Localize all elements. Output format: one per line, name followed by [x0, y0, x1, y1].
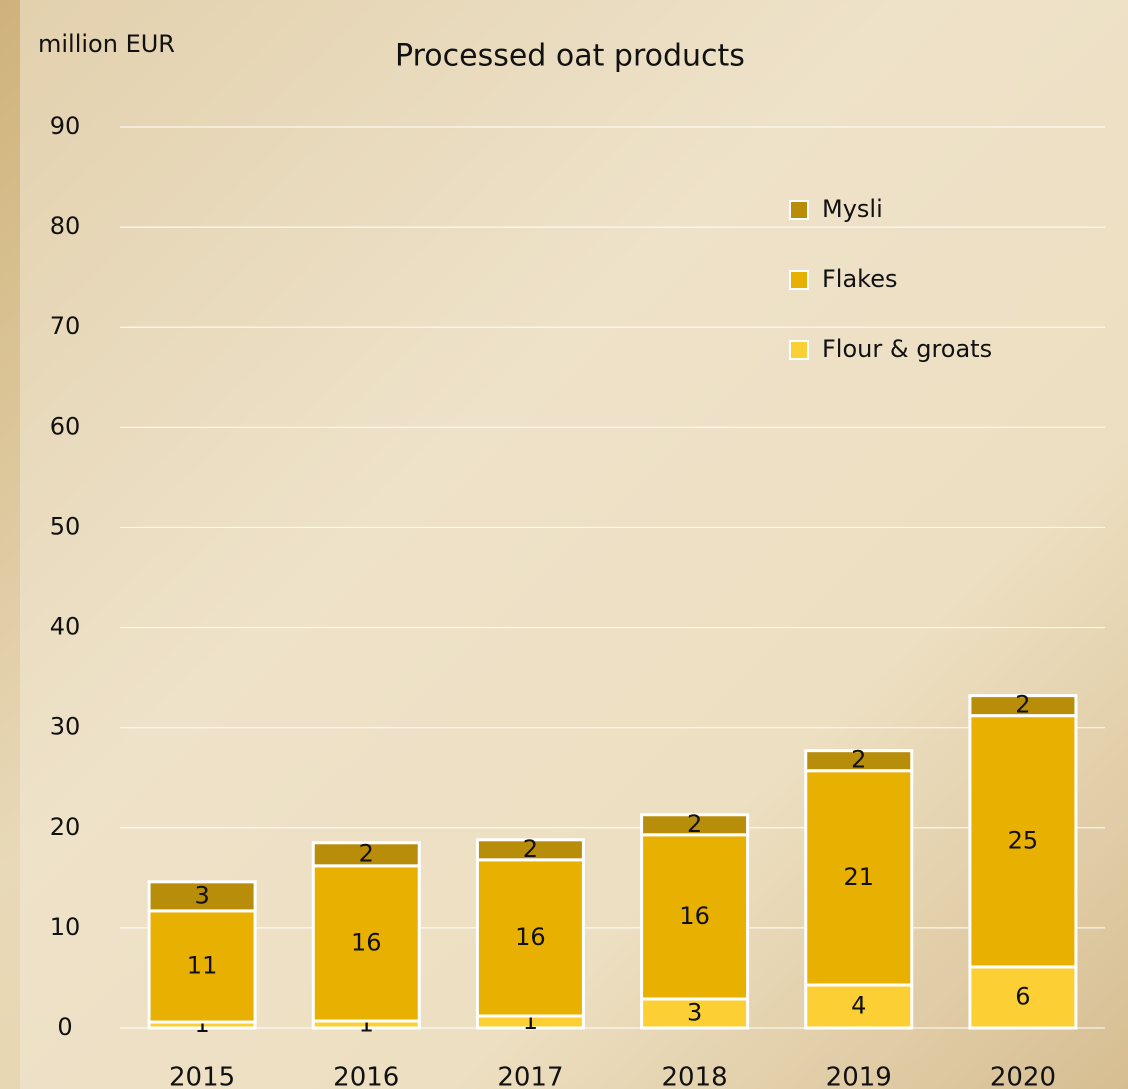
data-label: 16	[351, 928, 382, 956]
y-tick-label: 60	[50, 412, 81, 440]
data-label: 11	[187, 951, 218, 979]
bar-segment	[475, 838, 585, 862]
legend-label: Mysli	[822, 195, 883, 223]
legend-label: Flakes	[822, 265, 898, 293]
bar-segment	[475, 858, 585, 1018]
bar-segment	[804, 983, 914, 1030]
x-tick-label: 2019	[826, 1063, 892, 1089]
data-label: 2	[687, 810, 702, 838]
legend-swatch	[789, 340, 809, 360]
x-tick-label: 2020	[990, 1063, 1056, 1089]
y-tick-label: 40	[50, 613, 81, 641]
data-label: 4	[851, 991, 866, 1019]
y-axis-label: million EUR	[38, 30, 175, 58]
x-tick-label: 2016	[333, 1063, 399, 1089]
bar-segment	[311, 864, 421, 1023]
y-tick-label: 90	[50, 112, 81, 140]
data-label: 21	[843, 863, 874, 891]
data-label: 16	[515, 923, 546, 951]
data-label: 2	[1015, 691, 1030, 719]
bar-segment	[311, 841, 421, 868]
data-label: 25	[1008, 826, 1039, 854]
bar-segment	[147, 880, 257, 913]
data-label: 2	[523, 835, 538, 863]
x-tick-label: 2015	[169, 1063, 235, 1089]
data-label: 16	[679, 902, 710, 930]
y-tick-label: 80	[50, 212, 81, 240]
y-tick-label: 30	[50, 713, 81, 741]
legend-swatch	[789, 270, 809, 290]
bar-segment	[640, 997, 750, 1030]
bar-segment	[640, 833, 750, 1001]
bar-segment	[640, 813, 750, 837]
y-tick-label: 0	[57, 1013, 72, 1041]
y-tick-label: 50	[50, 512, 81, 540]
data-label: 3	[687, 998, 702, 1026]
bar-segment	[968, 714, 1078, 969]
y-tick-label: 20	[50, 813, 81, 841]
legend-label: Flour & groats	[822, 335, 992, 363]
data-label: 6	[1015, 982, 1030, 1010]
bar-segment	[804, 769, 914, 987]
y-tick-label: 70	[50, 312, 81, 340]
chart-title: Processed oat products	[395, 39, 745, 74]
data-label: 2	[359, 839, 374, 867]
y-tick-label: 10	[50, 913, 81, 941]
x-tick-label: 2018	[661, 1063, 727, 1089]
bar-segment	[804, 749, 914, 773]
legend-swatch	[789, 200, 809, 220]
data-label: 3	[194, 881, 209, 909]
bar-segment	[968, 694, 1078, 718]
data-label: 2	[851, 746, 866, 774]
x-tick-label: 2017	[497, 1063, 563, 1089]
